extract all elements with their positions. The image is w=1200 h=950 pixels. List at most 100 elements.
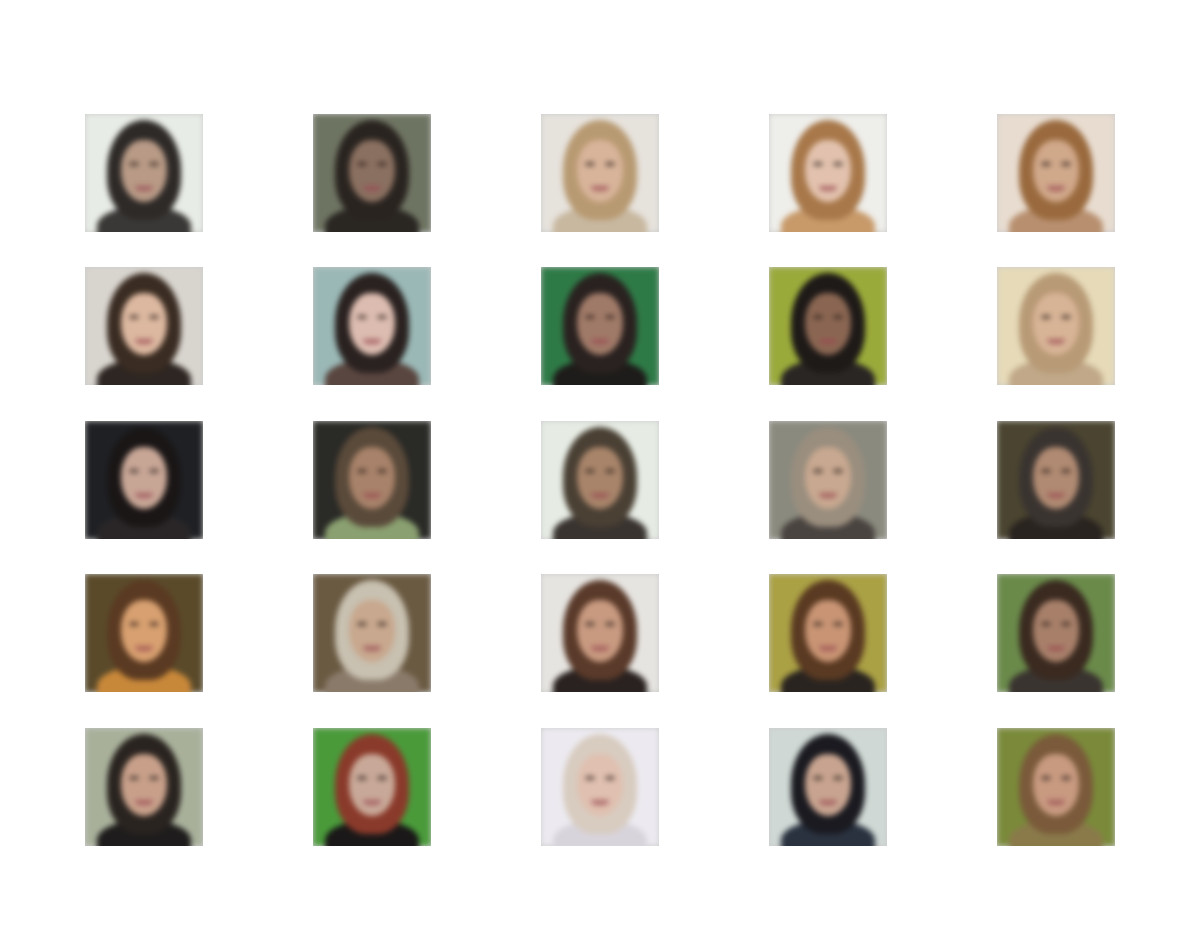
mouth bbox=[363, 493, 381, 498]
right-eye bbox=[833, 469, 843, 473]
face bbox=[1033, 293, 1079, 355]
mouth bbox=[135, 493, 153, 498]
face-image bbox=[541, 728, 659, 846]
right-eye bbox=[833, 776, 843, 780]
mouth bbox=[819, 186, 837, 191]
mouth bbox=[591, 800, 609, 805]
face-tile-r1-c2 bbox=[313, 114, 431, 232]
face-tile-r3-c5 bbox=[997, 421, 1115, 539]
face-image bbox=[85, 421, 203, 539]
face bbox=[577, 293, 623, 355]
left-eye bbox=[813, 776, 823, 780]
left-eye bbox=[129, 315, 139, 319]
face-image bbox=[541, 574, 659, 692]
face-image bbox=[85, 267, 203, 385]
right-eye bbox=[149, 469, 159, 473]
mouth bbox=[591, 646, 609, 651]
left-eye bbox=[813, 162, 823, 166]
left-eye bbox=[1041, 162, 1051, 166]
face bbox=[805, 140, 851, 202]
mouth bbox=[591, 339, 609, 344]
face-tile-r3-c1 bbox=[85, 421, 203, 539]
left-eye bbox=[813, 622, 823, 626]
mouth bbox=[819, 339, 837, 344]
face-image bbox=[769, 114, 887, 232]
mouth bbox=[1047, 493, 1065, 498]
face-image bbox=[313, 574, 431, 692]
face bbox=[121, 754, 167, 816]
mouth bbox=[135, 186, 153, 191]
mouth bbox=[819, 646, 837, 651]
face-image bbox=[541, 267, 659, 385]
face-image bbox=[997, 574, 1115, 692]
right-eye bbox=[377, 162, 387, 166]
mouth bbox=[363, 646, 381, 651]
mouth bbox=[819, 493, 837, 498]
face bbox=[577, 447, 623, 509]
face-tile-r3-c4 bbox=[769, 421, 887, 539]
face-tile-r4-c5 bbox=[997, 574, 1115, 692]
face-image bbox=[769, 728, 887, 846]
face-tile-r5-c2 bbox=[313, 728, 431, 846]
face bbox=[1033, 754, 1079, 816]
right-eye bbox=[149, 776, 159, 780]
face-image bbox=[997, 421, 1115, 539]
mouth bbox=[819, 800, 837, 805]
face-tile-r5-c1 bbox=[85, 728, 203, 846]
left-eye bbox=[1041, 622, 1051, 626]
face-tile-r4-c4 bbox=[769, 574, 887, 692]
mouth bbox=[363, 800, 381, 805]
right-eye bbox=[605, 776, 615, 780]
face bbox=[121, 140, 167, 202]
face-tile-r5-c4 bbox=[769, 728, 887, 846]
left-eye bbox=[585, 776, 595, 780]
face-image bbox=[85, 728, 203, 846]
face bbox=[349, 600, 395, 662]
mouth bbox=[135, 800, 153, 805]
right-eye bbox=[377, 776, 387, 780]
right-eye bbox=[605, 469, 615, 473]
left-eye bbox=[357, 776, 367, 780]
right-eye bbox=[1061, 469, 1071, 473]
right-eye bbox=[1061, 162, 1071, 166]
face bbox=[805, 293, 851, 355]
face-tile-r4-c2 bbox=[313, 574, 431, 692]
face-image bbox=[85, 574, 203, 692]
left-eye bbox=[585, 469, 595, 473]
right-eye bbox=[605, 315, 615, 319]
face bbox=[805, 754, 851, 816]
right-eye bbox=[149, 315, 159, 319]
face-tile-r4-c1 bbox=[85, 574, 203, 692]
mouth bbox=[1047, 186, 1065, 191]
face bbox=[121, 447, 167, 509]
face bbox=[349, 447, 395, 509]
face-tile-r5-c3 bbox=[541, 728, 659, 846]
left-eye bbox=[357, 315, 367, 319]
left-eye bbox=[585, 315, 595, 319]
face-image bbox=[769, 421, 887, 539]
face-tile-r1-c4 bbox=[769, 114, 887, 232]
face bbox=[805, 447, 851, 509]
left-eye bbox=[813, 315, 823, 319]
mouth bbox=[135, 646, 153, 651]
right-eye bbox=[605, 162, 615, 166]
right-eye bbox=[149, 162, 159, 166]
mouth bbox=[1047, 339, 1065, 344]
face bbox=[121, 600, 167, 662]
face-tile-r3-c3 bbox=[541, 421, 659, 539]
left-eye bbox=[1041, 315, 1051, 319]
face-tile-r1-c5 bbox=[997, 114, 1115, 232]
mouth bbox=[591, 493, 609, 498]
face-image bbox=[997, 267, 1115, 385]
left-eye bbox=[129, 469, 139, 473]
left-eye bbox=[585, 622, 595, 626]
right-eye bbox=[833, 315, 843, 319]
mouth bbox=[363, 186, 381, 191]
face-tile-r5-c5 bbox=[997, 728, 1115, 846]
face bbox=[121, 293, 167, 355]
left-eye bbox=[129, 776, 139, 780]
face-image bbox=[313, 267, 431, 385]
face-tile-r1-c3 bbox=[541, 114, 659, 232]
left-eye bbox=[1041, 469, 1051, 473]
